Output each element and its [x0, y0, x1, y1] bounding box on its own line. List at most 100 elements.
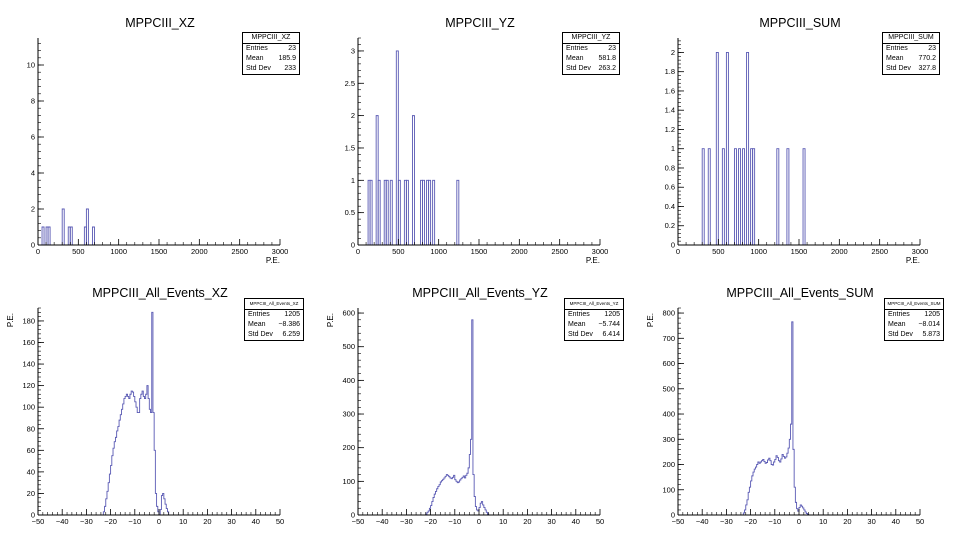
- x-tick-label: −40: [696, 517, 709, 526]
- y-tick-label: 40: [27, 467, 35, 476]
- y-tick-label: 8: [31, 97, 35, 106]
- stats-entries-label: Entries: [888, 311, 910, 318]
- x-tick-label: −20: [104, 517, 117, 526]
- stats-name: MPPCIII_YZ: [563, 33, 619, 44]
- stats-name: MPPCIII_All_Events_YZ: [565, 299, 623, 310]
- x-tick-label: 30: [547, 517, 555, 526]
- x-tick-label: 2000: [831, 247, 848, 256]
- stats-name: MPPCIII_XZ: [243, 33, 299, 44]
- histogram-bar: [389, 179, 393, 245]
- histogram-bar: [746, 51, 750, 245]
- x-tick-label: −10: [128, 517, 141, 526]
- stats-entries-label: Entries: [246, 45, 268, 52]
- histogram-panel-sum: MPPCIII_SUM 0 500 1000 1500 2000 2500 3000 0 0.2…: [640, 0, 960, 270]
- histogram-bar: [41, 226, 45, 245]
- chart-plot: 0 500 1000 1500 2000 2500 3000 0 0.5 1 1.5 2 2.5 3 P.E…: [345, 37, 608, 265]
- stats-mean-value: −8.386: [278, 321, 300, 328]
- y-axis-label: P.E.: [326, 313, 335, 327]
- stats-mean-label: Mean: [246, 55, 264, 62]
- stats-entries-value: 23: [928, 45, 936, 52]
- y-tick-label: 600: [662, 359, 675, 368]
- x-axis-label: P.E.: [586, 256, 600, 265]
- x-tick-label: 10: [499, 517, 507, 526]
- x-tick-label: 1000: [110, 247, 127, 256]
- histogram-bar: [377, 179, 381, 245]
- y-tick-label: 2: [671, 48, 675, 57]
- stats-box: MPPCIII_All_Events_SUM Entries 1205 Mean −…: [884, 298, 944, 341]
- y-tick-label: 300: [342, 410, 355, 419]
- x-tick-label: −40: [376, 517, 389, 526]
- y-tick-label: 6: [31, 133, 35, 142]
- stats-std-value: 263.2: [598, 65, 616, 72]
- stats-box: MPPCIII_YZ Entries 23 Mean 581.8 Std Dev 26…: [562, 32, 620, 75]
- chart-title: MPPCIII_All_Events_XZ: [92, 286, 228, 300]
- stats-std-label: Std Dev: [568, 331, 593, 338]
- x-tick-label: 20: [843, 517, 851, 526]
- histogram-bar: [752, 148, 756, 245]
- y-tick-label: 500: [342, 342, 355, 351]
- y-tick-label: 0: [671, 241, 675, 250]
- stats-std-value: 233: [284, 65, 296, 72]
- stats-std-label: Std Dev: [888, 331, 913, 338]
- y-tick-label: 20: [27, 489, 35, 498]
- chart-title: MPPCIII_YZ: [445, 16, 515, 30]
- y-tick-label: 0: [351, 511, 355, 520]
- x-tick-label: 50: [916, 517, 924, 526]
- chart-title: MPPCIII_SUM: [759, 16, 841, 30]
- chart-plot: 0 500 1000 1500 2000 2500 3000 0 0.2 0.4 0.6 0.8 1 1.…: [665, 38, 928, 265]
- stats-name: MPPCIII_All_Events_XZ: [245, 299, 303, 310]
- stats-std-value: 5.873: [922, 331, 940, 338]
- x-tick-label: −20: [744, 517, 757, 526]
- stats-entries-label: Entries: [886, 45, 908, 52]
- x-tick-label: 1500: [471, 247, 488, 256]
- x-tick-label: 3000: [272, 247, 289, 256]
- x-tick-label: 20: [203, 517, 211, 526]
- histogram-panel-xz: MPPCIII_XZ 0 500 1000 1500 2000 2500 3000 0 2 4 6 8…: [0, 0, 320, 270]
- stats-std-label: Std Dev: [566, 65, 591, 72]
- stats-mean-value: −5.744: [598, 321, 620, 328]
- histogram-series-line: [98, 311, 172, 516]
- y-tick-label: 60: [27, 446, 35, 455]
- histogram-bar: [725, 51, 729, 245]
- x-tick-label: 40: [892, 517, 900, 526]
- histogram-bar: [422, 179, 425, 245]
- y-tick-label: 0.8: [665, 163, 675, 172]
- x-tick-label: −10: [768, 517, 781, 526]
- y-tick-label: 2.5: [345, 79, 355, 88]
- y-tick-label: 400: [662, 410, 675, 419]
- x-tick-label: −30: [720, 517, 733, 526]
- stats-mean-label: Mean: [248, 321, 266, 328]
- stats-std-value: 6.259: [282, 331, 300, 338]
- y-tick-label: 1.6: [665, 86, 675, 95]
- stats-box: MPPCIII_XZ Entries 23 Mean 185.9 Std Dev 23…: [242, 32, 300, 75]
- x-tick-label: 2500: [871, 247, 888, 256]
- y-tick-label: 1.4: [665, 106, 675, 115]
- y-tick-label: 0.2: [665, 221, 675, 230]
- x-tick-label: 10: [819, 517, 827, 526]
- stats-name: MPPCIII_SUM: [883, 33, 939, 44]
- x-tick-label: 20: [523, 517, 531, 526]
- y-axis-label: P.E.: [646, 313, 655, 327]
- histogram-panel-all-events-yz: MPPCIII_All_Events_YZ −50 −40 −30 −20 −10 0 10…: [320, 270, 640, 540]
- x-tick-label: −30: [400, 517, 413, 526]
- x-tick-label: 0: [356, 247, 360, 256]
- stats-mean-label: Mean: [888, 321, 906, 328]
- histogram-bar: [428, 179, 432, 245]
- y-tick-label: 0.6: [665, 183, 675, 192]
- stats-entries-label: Entries: [566, 45, 588, 52]
- y-tick-label: 4: [31, 169, 35, 178]
- x-tick-label: 0: [676, 247, 680, 256]
- y-tick-label: 100: [662, 485, 675, 494]
- histogram-panel-all-events-xz: MPPCIII_All_Events_XZ −50 −40 −30 −20 −10 0 10…: [0, 270, 320, 540]
- y-tick-label: 1: [671, 144, 675, 153]
- x-tick-label: −50: [32, 517, 45, 526]
- y-tick-label: 2: [351, 111, 355, 120]
- histogram-bar: [742, 148, 745, 245]
- chart-title: MPPCIII_XZ: [125, 16, 195, 30]
- y-tick-label: 140: [22, 360, 35, 369]
- x-tick-label: 30: [867, 517, 875, 526]
- stats-box: MPPCIII_SUM Entries 23 Mean 770.2 Std Dev 3…: [882, 32, 940, 75]
- stats-entries-value: 1205: [604, 311, 620, 318]
- chart-plot: −50 −40 −30 −20 −10 0 10 20 30 40 5001002003004005…: [646, 307, 924, 526]
- chart-plot: 0 500 1000 1500 2000 2500 3000 0 2 4 6 8 10 P.E.: [27, 38, 289, 265]
